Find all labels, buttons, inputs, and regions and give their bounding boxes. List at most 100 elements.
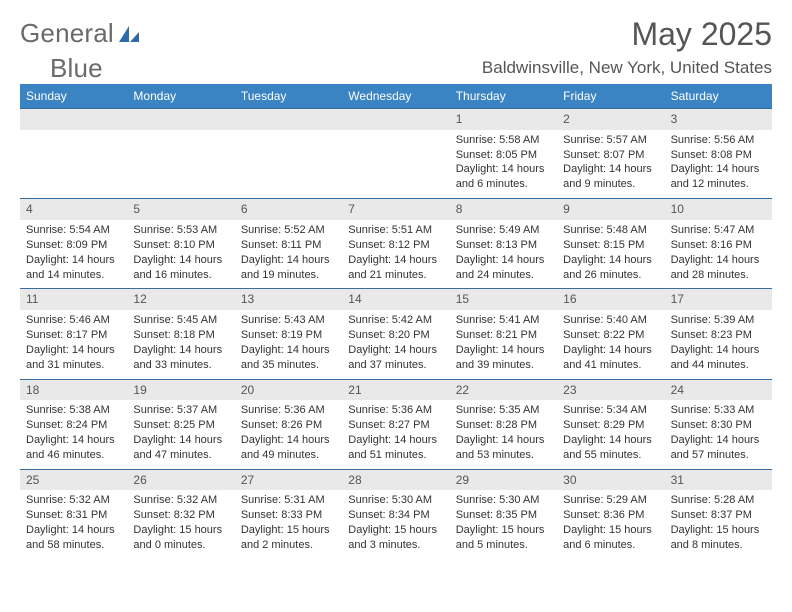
- detail-line: Sunset: 8:10 PM: [133, 238, 228, 253]
- detail-line: and 44 minutes.: [671, 358, 766, 373]
- date-band: 2: [557, 108, 664, 130]
- detail-line: Daylight: 14 hours: [26, 253, 121, 268]
- day-detail: [235, 130, 342, 198]
- detail-line: Sunrise: 5:37 AM: [133, 403, 228, 418]
- calendar-grid: SundayMondayTuesdayWednesdayThursdayFrid…: [20, 84, 772, 559]
- detail-line: and 16 minutes.: [133, 268, 228, 283]
- day-detail: Sunrise: 5:31 AMSunset: 8:33 PMDaylight:…: [235, 490, 342, 558]
- date-band: 20: [235, 379, 342, 401]
- detail-line: Sunset: 8:35 PM: [456, 508, 551, 523]
- detail-line: Sunset: 8:29 PM: [563, 418, 658, 433]
- detail-line: Sunrise: 5:30 AM: [456, 493, 551, 508]
- date-band: 23: [557, 379, 664, 401]
- day-detail: Sunrise: 5:57 AMSunset: 8:07 PMDaylight:…: [557, 130, 664, 198]
- day-detail: Sunrise: 5:32 AMSunset: 8:32 PMDaylight:…: [127, 490, 234, 558]
- detail-line: Sunrise: 5:53 AM: [133, 223, 228, 238]
- detail-line: Daylight: 15 hours: [563, 523, 658, 538]
- detail-line: and 0 minutes.: [133, 538, 228, 553]
- detail-line: Sunset: 8:20 PM: [348, 328, 443, 343]
- day-detail: Sunrise: 5:49 AMSunset: 8:13 PMDaylight:…: [450, 220, 557, 288]
- detail-line: Sunrise: 5:28 AM: [671, 493, 766, 508]
- date-band: 24: [665, 379, 772, 401]
- detail-line: Sunrise: 5:40 AM: [563, 313, 658, 328]
- detail-line: and 19 minutes.: [241, 268, 336, 283]
- day-header: Monday: [127, 84, 234, 108]
- date-band: 16: [557, 288, 664, 310]
- detail-line: Sunrise: 5:36 AM: [348, 403, 443, 418]
- day-header: Thursday: [450, 84, 557, 108]
- detail-line: Daylight: 15 hours: [456, 523, 551, 538]
- detail-line: Sunset: 8:26 PM: [241, 418, 336, 433]
- detail-line: Daylight: 14 hours: [671, 253, 766, 268]
- detail-line: and 5 minutes.: [456, 538, 551, 553]
- date-band: 9: [557, 198, 664, 220]
- detail-line: Sunrise: 5:35 AM: [456, 403, 551, 418]
- day-detail: [127, 130, 234, 198]
- detail-line: Daylight: 14 hours: [456, 433, 551, 448]
- detail-line: Sunset: 8:15 PM: [563, 238, 658, 253]
- day-detail: Sunrise: 5:40 AMSunset: 8:22 PMDaylight:…: [557, 310, 664, 378]
- date-band: 30: [557, 469, 664, 491]
- detail-line: and 37 minutes.: [348, 358, 443, 373]
- detail-line: Sunrise: 5:36 AM: [241, 403, 336, 418]
- day-detail: Sunrise: 5:48 AMSunset: 8:15 PMDaylight:…: [557, 220, 664, 288]
- day-detail: Sunrise: 5:54 AMSunset: 8:09 PMDaylight:…: [20, 220, 127, 288]
- detail-line: and 26 minutes.: [563, 268, 658, 283]
- detail-line: Sunrise: 5:54 AM: [26, 223, 121, 238]
- day-detail: Sunrise: 5:38 AMSunset: 8:24 PMDaylight:…: [20, 400, 127, 468]
- detail-line: Sunrise: 5:32 AM: [26, 493, 121, 508]
- detail-line: Daylight: 14 hours: [563, 253, 658, 268]
- day-detail: Sunrise: 5:45 AMSunset: 8:18 PMDaylight:…: [127, 310, 234, 378]
- detail-line: and 3 minutes.: [348, 538, 443, 553]
- detail-line: and 53 minutes.: [456, 448, 551, 463]
- date-band: 10: [665, 198, 772, 220]
- day-detail: Sunrise: 5:46 AMSunset: 8:17 PMDaylight:…: [20, 310, 127, 378]
- detail-line: Sunrise: 5:45 AM: [133, 313, 228, 328]
- detail-line: Sunset: 8:24 PM: [26, 418, 121, 433]
- detail-line: Sunset: 8:30 PM: [671, 418, 766, 433]
- detail-line: and 14 minutes.: [26, 268, 121, 283]
- detail-line: and 46 minutes.: [26, 448, 121, 463]
- header-row: General May 2025: [20, 18, 772, 50]
- date-band: 26: [127, 469, 234, 491]
- brand-part2: Blue: [50, 53, 103, 84]
- detail-line: Sunrise: 5:49 AM: [456, 223, 551, 238]
- detail-line: and 35 minutes.: [241, 358, 336, 373]
- detail-line: Daylight: 14 hours: [241, 433, 336, 448]
- date-band: 1: [450, 108, 557, 130]
- detail-line: Daylight: 14 hours: [456, 253, 551, 268]
- date-band: 6: [235, 198, 342, 220]
- detail-line: Daylight: 14 hours: [133, 343, 228, 358]
- detail-line: Sunset: 8:28 PM: [456, 418, 551, 433]
- detail-line: Sunrise: 5:57 AM: [563, 133, 658, 148]
- detail-line: Sunset: 8:12 PM: [348, 238, 443, 253]
- detail-line: and 28 minutes.: [671, 268, 766, 283]
- detail-line: and 58 minutes.: [26, 538, 121, 553]
- detail-line: Daylight: 14 hours: [563, 343, 658, 358]
- day-detail: Sunrise: 5:58 AMSunset: 8:05 PMDaylight:…: [450, 130, 557, 198]
- detail-line: Daylight: 14 hours: [348, 433, 443, 448]
- detail-line: Sunset: 8:37 PM: [671, 508, 766, 523]
- day-detail: Sunrise: 5:56 AMSunset: 8:08 PMDaylight:…: [665, 130, 772, 198]
- date-band: 4: [20, 198, 127, 220]
- detail-line: and 24 minutes.: [456, 268, 551, 283]
- detail-line: Sunrise: 5:34 AM: [563, 403, 658, 418]
- detail-line: Sunset: 8:18 PM: [133, 328, 228, 343]
- detail-line: and 21 minutes.: [348, 268, 443, 283]
- detail-line: and 49 minutes.: [241, 448, 336, 463]
- date-band: 29: [450, 469, 557, 491]
- day-detail: Sunrise: 5:51 AMSunset: 8:12 PMDaylight:…: [342, 220, 449, 288]
- detail-line: Sunrise: 5:32 AM: [133, 493, 228, 508]
- day-detail: Sunrise: 5:32 AMSunset: 8:31 PMDaylight:…: [20, 490, 127, 558]
- day-detail: Sunrise: 5:33 AMSunset: 8:30 PMDaylight:…: [665, 400, 772, 468]
- detail-line: and 39 minutes.: [456, 358, 551, 373]
- detail-line: Sunrise: 5:56 AM: [671, 133, 766, 148]
- day-detail: Sunrise: 5:39 AMSunset: 8:23 PMDaylight:…: [665, 310, 772, 378]
- detail-line: Sunset: 8:08 PM: [671, 148, 766, 163]
- calendar-page: General May 2025 Blue Baldwinsville, New…: [0, 0, 792, 612]
- detail-line: Sunset: 8:17 PM: [26, 328, 121, 343]
- date-band: 15: [450, 288, 557, 310]
- detail-line: Sunset: 8:19 PM: [241, 328, 336, 343]
- detail-line: and 57 minutes.: [671, 448, 766, 463]
- detail-line: Sunrise: 5:43 AM: [241, 313, 336, 328]
